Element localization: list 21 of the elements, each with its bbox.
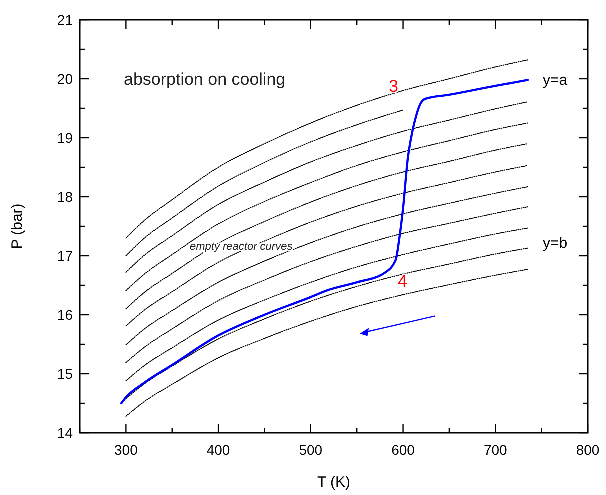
x-axis-title: T (K) <box>317 474 351 491</box>
annotation: y=a <box>543 72 568 89</box>
x-tick-label: 500 <box>299 442 323 458</box>
y-tick-label: 20 <box>57 71 74 87</box>
annotation: absorption on cooling <box>124 70 286 89</box>
y-tick-label: 16 <box>57 307 74 323</box>
annotation: y=b <box>543 235 568 252</box>
y-axis-title: P (bar) <box>9 204 26 250</box>
x-tick-label: 600 <box>392 442 416 458</box>
y-tick-label: 14 <box>57 425 74 441</box>
x-tick-label: 400 <box>206 442 230 458</box>
y-tick-label: 17 <box>57 248 74 264</box>
x-tick-label: 700 <box>484 442 508 458</box>
y-tick-label: 15 <box>57 366 74 382</box>
annotation: 3 <box>389 77 398 96</box>
annotation: 4 <box>398 272 408 291</box>
x-tick-label: 800 <box>576 442 600 458</box>
y-tick-label: 18 <box>57 189 74 205</box>
y-tick-label: 19 <box>57 130 74 146</box>
y-tick-label: 21 <box>57 12 74 28</box>
x-tick-label: 300 <box>114 442 138 458</box>
